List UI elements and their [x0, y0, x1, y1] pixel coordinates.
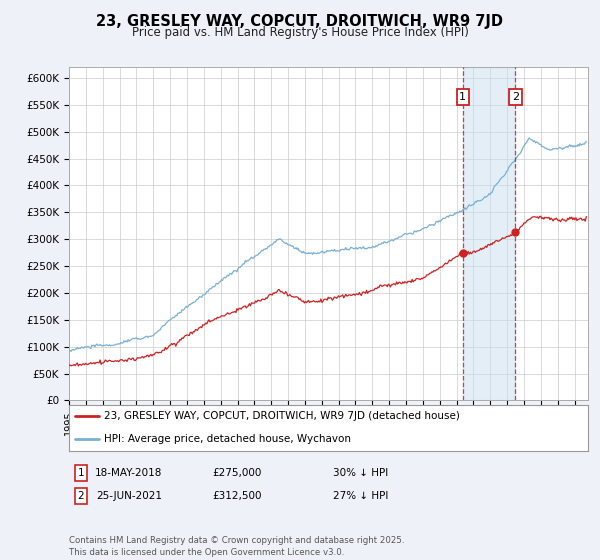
- Text: 2: 2: [77, 491, 85, 501]
- Text: 1: 1: [77, 468, 85, 478]
- Text: Contains HM Land Registry data © Crown copyright and database right 2025.
This d: Contains HM Land Registry data © Crown c…: [69, 536, 404, 557]
- Text: £312,500: £312,500: [212, 491, 262, 501]
- Text: 23, GRESLEY WAY, COPCUT, DROITWICH, WR9 7JD: 23, GRESLEY WAY, COPCUT, DROITWICH, WR9 …: [97, 14, 503, 29]
- Text: 2: 2: [512, 92, 519, 102]
- Text: 30% ↓ HPI: 30% ↓ HPI: [333, 468, 388, 478]
- Text: 1: 1: [459, 92, 466, 102]
- Bar: [463, 67, 515, 400]
- Text: 27% ↓ HPI: 27% ↓ HPI: [333, 491, 388, 501]
- Text: 23, GRESLEY WAY, COPCUT, DROITWICH, WR9 7JD (detached house): 23, GRESLEY WAY, COPCUT, DROITWICH, WR9 …: [104, 412, 460, 421]
- Text: Price paid vs. HM Land Registry's House Price Index (HPI): Price paid vs. HM Land Registry's House …: [131, 26, 469, 39]
- Text: £275,000: £275,000: [212, 468, 262, 478]
- Text: HPI: Average price, detached house, Wychavon: HPI: Average price, detached house, Wych…: [104, 435, 351, 444]
- Text: 18-MAY-2018: 18-MAY-2018: [95, 468, 163, 478]
- Text: 25-JUN-2021: 25-JUN-2021: [96, 491, 162, 501]
